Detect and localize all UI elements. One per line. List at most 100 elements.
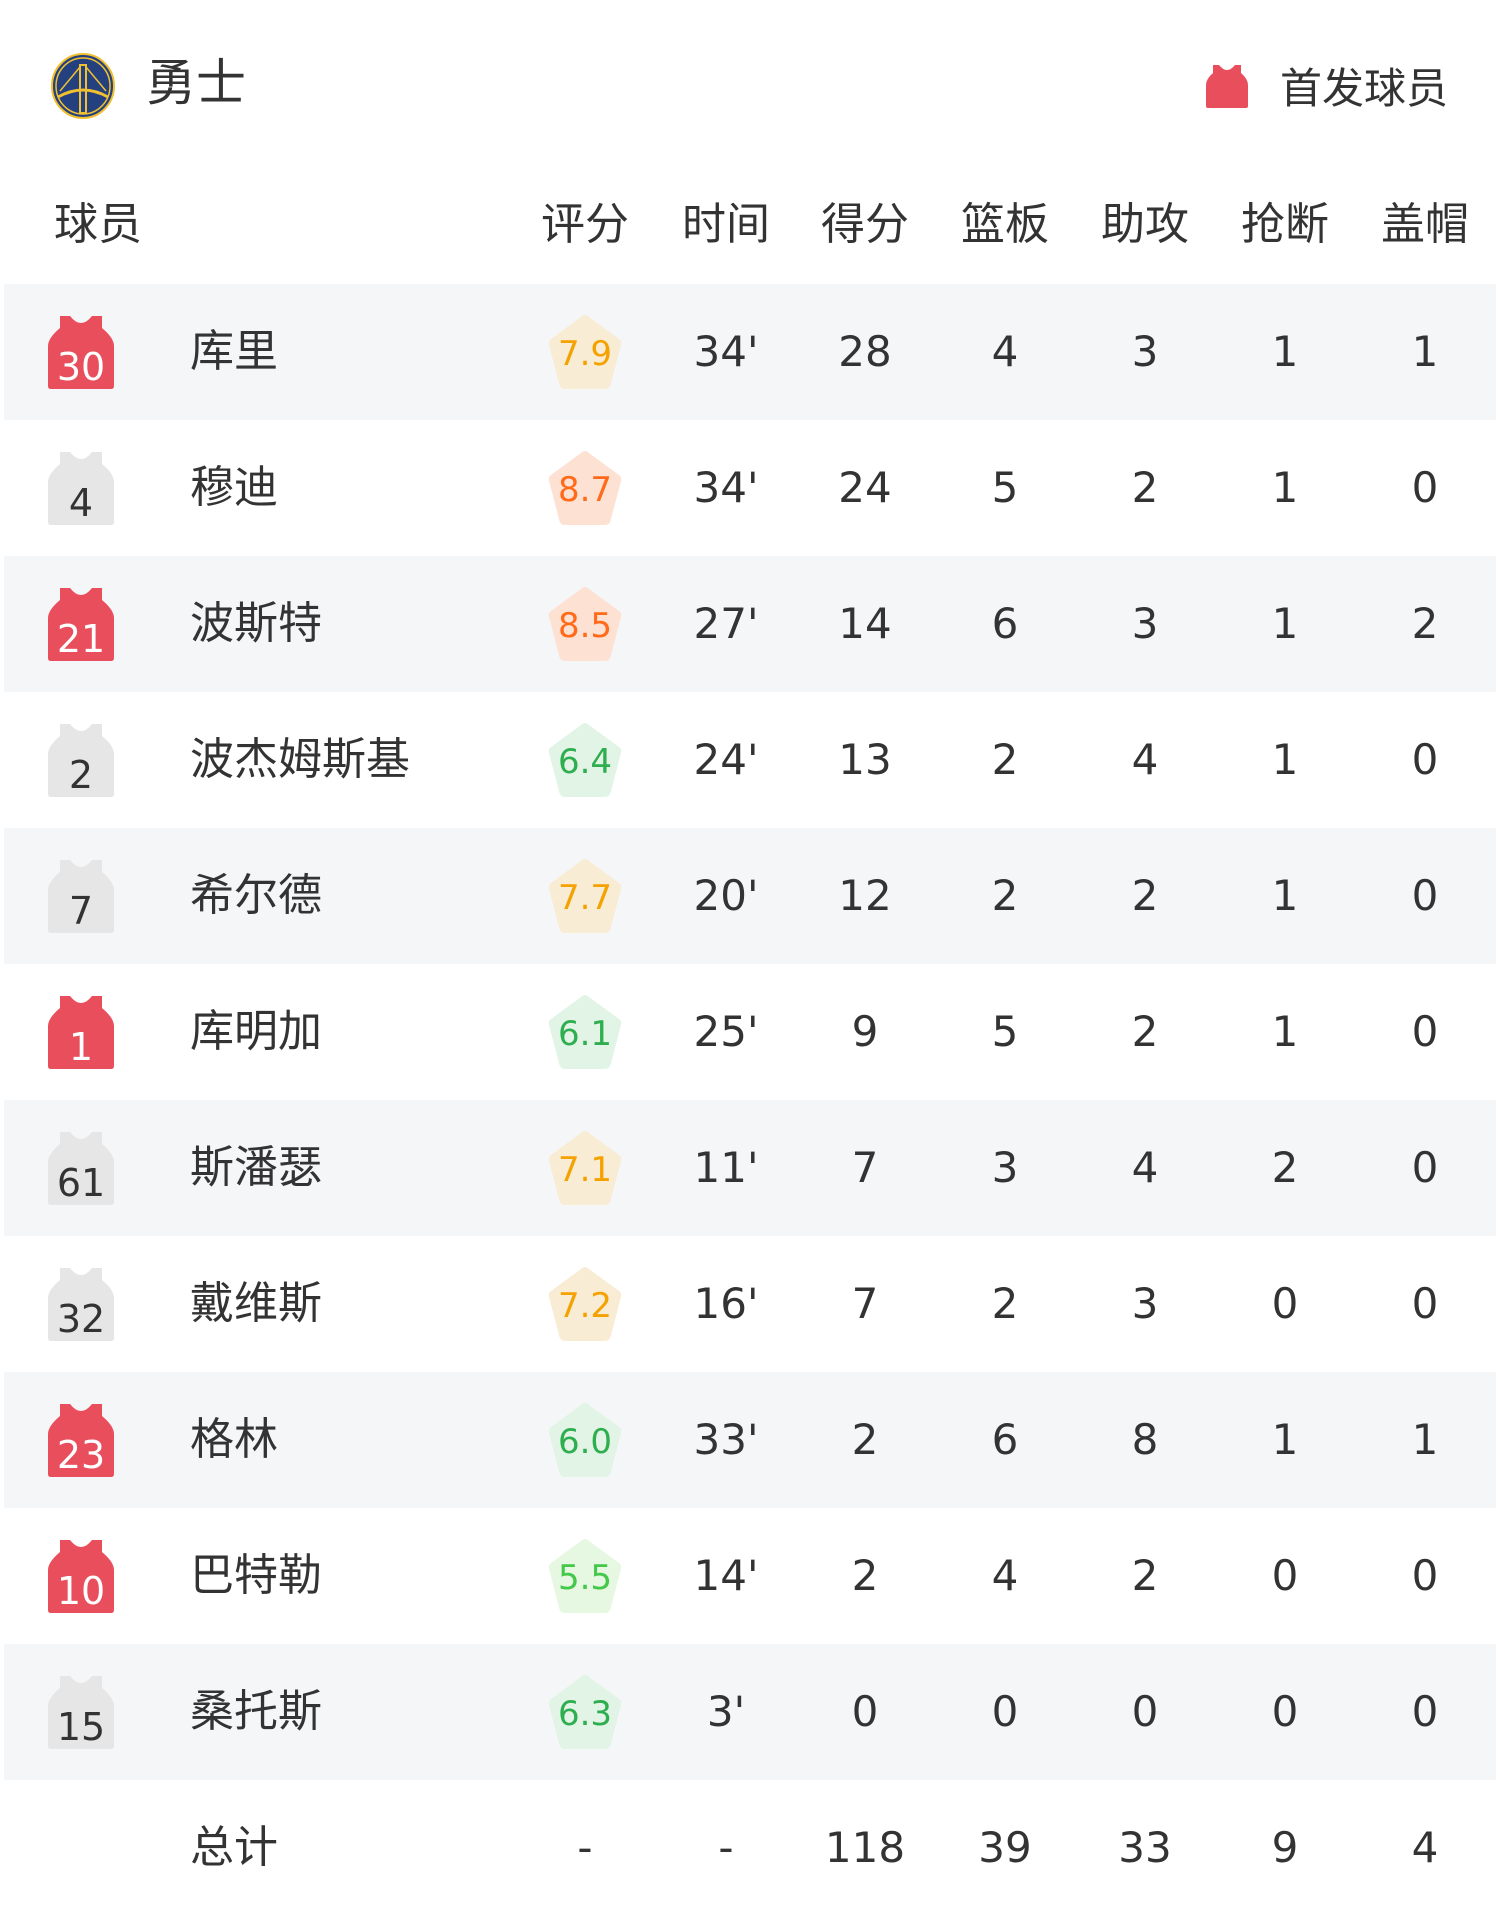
- col-rating[interactable]: 评分: [541, 199, 629, 250]
- stat-stl: 1: [1271, 735, 1299, 784]
- stat-reb: 2: [991, 735, 1019, 784]
- stat-blk: 0: [1411, 1007, 1439, 1056]
- jersey-icon: [48, 1268, 114, 1341]
- jersey-icon: [48, 1540, 114, 1613]
- total-blk: 4: [1411, 1823, 1439, 1872]
- pentagon-icon: [548, 859, 622, 933]
- stat-pts: 28: [838, 327, 892, 376]
- stat-pts: 24: [838, 463, 892, 512]
- stat-pts: 7: [851, 1143, 879, 1192]
- stat-ast: 0: [1131, 1687, 1159, 1736]
- team-name: 勇士: [146, 54, 246, 112]
- rating-badge: 6.1: [545, 993, 625, 1071]
- stat-blk: 1: [1411, 1415, 1439, 1464]
- stat-stl: 0: [1271, 1551, 1299, 1600]
- jersey-number: 10: [56, 1569, 106, 1613]
- stat-blk: 0: [1411, 1279, 1439, 1328]
- col-steals[interactable]: 抢断: [1241, 199, 1329, 250]
- stat-ast: 2: [1131, 871, 1159, 920]
- player-name[interactable]: 戴维斯: [190, 1278, 322, 1329]
- table-row[interactable]: 1 库明加 6.1 25' 9 5 2 1 0: [4, 964, 1496, 1100]
- stat-ast: 3: [1131, 599, 1159, 648]
- pentagon-icon: [548, 995, 622, 1069]
- player-name[interactable]: 巴特勒: [190, 1550, 322, 1601]
- stat-blk: 0: [1411, 735, 1439, 784]
- stat-time: 11': [693, 1143, 759, 1192]
- table-row[interactable]: 7 希尔德 7.7 20' 12 2 2 1 0: [4, 828, 1496, 964]
- jersey-number-badge: 32: [46, 1266, 116, 1342]
- jersey-icon: [1205, 64, 1248, 108]
- rating-value: 8.7: [557, 470, 613, 510]
- total-stl: 9: [1271, 1823, 1299, 1872]
- jersey-number: 23: [56, 1433, 106, 1477]
- stat-time: 14': [693, 1551, 759, 1600]
- jersey-number: 21: [56, 617, 106, 661]
- rating-badge: 6.0: [545, 1401, 625, 1479]
- stat-time: 20': [693, 871, 759, 920]
- rating-badge: 7.2: [545, 1265, 625, 1343]
- stat-ast: 2: [1131, 463, 1159, 512]
- jersey-number-badge: 15: [46, 1674, 116, 1750]
- stat-pts: 7: [851, 1279, 879, 1328]
- table-row[interactable]: 2 波杰姆斯基 6.4 24' 13 2 4 1 0: [4, 692, 1496, 828]
- stat-blk: 0: [1411, 871, 1439, 920]
- col-points[interactable]: 得分: [821, 199, 909, 250]
- player-name[interactable]: 希尔德: [190, 870, 322, 921]
- col-assists[interactable]: 助攻: [1101, 199, 1189, 250]
- stat-time: 33': [693, 1415, 759, 1464]
- player-name[interactable]: 桑托斯: [190, 1686, 322, 1737]
- total-reb: 39: [978, 1823, 1032, 1872]
- rating-value: 7.7: [557, 878, 613, 918]
- jersey-number-badge: 23: [46, 1402, 116, 1478]
- table-row[interactable]: 23 格林 6.0 33' 2 6 8 1 1: [4, 1372, 1496, 1508]
- table-row[interactable]: 30 库里 7.9 34' 28 4 3 1 1: [4, 284, 1496, 420]
- pentagon-icon: [548, 1539, 622, 1613]
- rating-value: 6.1: [557, 1014, 613, 1054]
- stat-reb: 4: [991, 1551, 1019, 1600]
- col-time[interactable]: 时间: [682, 199, 770, 250]
- stat-blk: 0: [1411, 1143, 1439, 1192]
- rating-badge: 5.5: [545, 1537, 625, 1615]
- table-row[interactable]: 32 戴维斯 7.2 16' 7 2 3 0 0: [4, 1236, 1496, 1372]
- pentagon-icon: [548, 1267, 622, 1341]
- total-label: 总计: [190, 1822, 278, 1873]
- jersey-number: 15: [56, 1705, 106, 1749]
- table-row[interactable]: 15 桑托斯 6.3 3' 0 0 0 0 0: [4, 1644, 1496, 1780]
- stat-stl: 1: [1271, 1007, 1299, 1056]
- pentagon-icon: [548, 587, 622, 661]
- table-row[interactable]: 4 穆迪 8.7 34' 24 5 2 1 0: [4, 420, 1496, 556]
- rating-value: 6.0: [557, 1422, 613, 1462]
- stat-stl: 0: [1271, 1279, 1299, 1328]
- col-rebounds[interactable]: 篮板: [961, 199, 1049, 250]
- rating-value: 7.1: [557, 1150, 613, 1190]
- player-name[interactable]: 斯潘瑟: [190, 1142, 322, 1193]
- stat-reb: 4: [991, 327, 1019, 376]
- table-row[interactable]: 61 斯潘瑟 7.1 11' 7 3 4 2 0: [4, 1100, 1496, 1236]
- stat-time: 16': [693, 1279, 759, 1328]
- pentagon-icon: [548, 723, 622, 797]
- table-row[interactable]: 10 巴特勒 5.5 14' 2 4 2 0 0: [4, 1508, 1496, 1644]
- stat-reb: 5: [991, 463, 1019, 512]
- jersey-number: 4: [68, 481, 94, 525]
- stat-pts: 14: [838, 599, 892, 648]
- table-row[interactable]: 21 波斯特 8.5 27' 14 6 3 1 2: [4, 556, 1496, 692]
- stat-reb: 3: [991, 1143, 1019, 1192]
- table-header: 球员 评分 时间 得分 篮板 助攻 抢断 盖帽: [0, 190, 1500, 260]
- jersey-icon: [48, 316, 114, 389]
- player-name[interactable]: 波斯特: [190, 598, 322, 649]
- player-name[interactable]: 波杰姆斯基: [190, 734, 410, 785]
- jersey-number-badge: 30: [46, 314, 116, 390]
- player-name[interactable]: 库里: [190, 326, 278, 377]
- jersey-number: 2: [68, 753, 94, 797]
- jersey-icon: [48, 1676, 114, 1749]
- player-name[interactable]: 库明加: [190, 1006, 322, 1057]
- player-name[interactable]: 格林: [190, 1414, 278, 1465]
- stat-blk: 0: [1411, 1551, 1439, 1600]
- player-name[interactable]: 穆迪: [190, 462, 278, 513]
- stat-blk: 2: [1411, 599, 1439, 648]
- col-blocks[interactable]: 盖帽: [1381, 199, 1469, 250]
- jersey-number-badge: 61: [46, 1130, 116, 1206]
- rating-value: 6.4: [557, 742, 613, 782]
- pentagon-icon: [548, 1131, 622, 1205]
- jersey-number: 61: [56, 1161, 106, 1205]
